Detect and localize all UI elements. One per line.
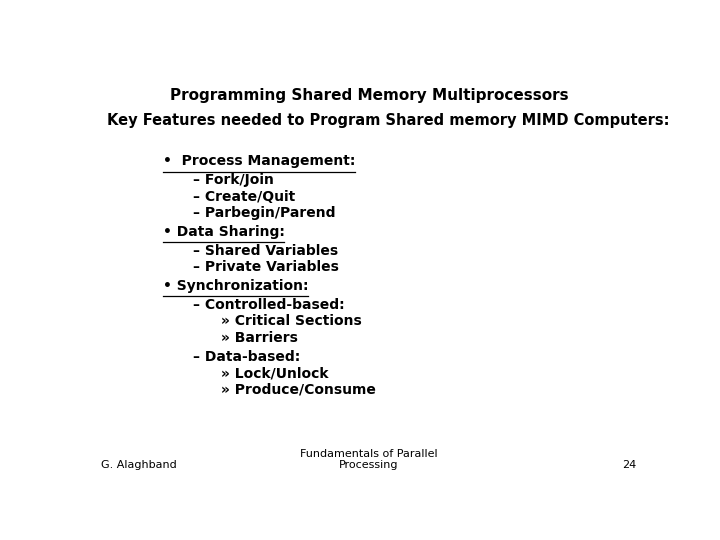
Text: – Data-based:: – Data-based: [193, 349, 300, 363]
Text: Fundamentals of Parallel
Processing: Fundamentals of Parallel Processing [300, 449, 438, 470]
Text: •  Process Management:: • Process Management: [163, 154, 355, 168]
Text: G. Alaghband: G. Alaghband [101, 460, 177, 470]
Text: • Synchronization:: • Synchronization: [163, 279, 308, 293]
Text: – Fork/Join: – Fork/Join [193, 173, 274, 187]
Text: » Lock/Unlock: » Lock/Unlock [221, 366, 328, 380]
Text: – Private Variables: – Private Variables [193, 260, 339, 274]
Text: » Critical Sections: » Critical Sections [221, 314, 362, 328]
Text: » Barriers: » Barriers [221, 331, 298, 345]
Text: – Controlled-based:: – Controlled-based: [193, 298, 345, 312]
Text: » Produce/Consume: » Produce/Consume [221, 383, 376, 397]
Text: Key Features needed to Program Shared memory MIMD Computers:: Key Features needed to Program Shared me… [107, 113, 670, 127]
Text: • Data Sharing:: • Data Sharing: [163, 225, 284, 239]
Text: – Parbegin/Parend: – Parbegin/Parend [193, 206, 336, 220]
Text: Programming Shared Memory Multiprocessors: Programming Shared Memory Multiprocessor… [170, 87, 568, 103]
Text: – Create/Quit: – Create/Quit [193, 190, 295, 204]
Text: – Shared Variables: – Shared Variables [193, 244, 338, 258]
Text: 24: 24 [623, 460, 637, 470]
